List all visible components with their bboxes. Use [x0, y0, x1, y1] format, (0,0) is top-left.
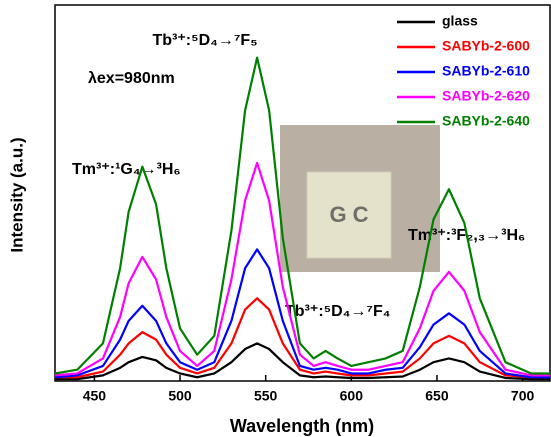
- legend-label: SABYb-2-620: [442, 88, 530, 104]
- x-tick-label: 500: [168, 388, 192, 404]
- annotation: Tm³⁺:¹G₄→³H₆: [72, 161, 181, 178]
- annotation: λex=980nm: [88, 70, 175, 87]
- legend-label: SABYb-2-640: [442, 113, 530, 129]
- line-series: [55, 343, 550, 379]
- y-axis-label: Intensity (a.u.): [7, 137, 26, 252]
- inset-label: G C: [329, 202, 368, 227]
- legend-label: glass: [442, 13, 478, 29]
- x-tick-label: 550: [254, 388, 278, 404]
- legend-label: SABYb-2-600: [442, 38, 530, 54]
- x-tick-label: 600: [340, 388, 364, 404]
- legend-label: SABYb-2-610: [442, 63, 530, 79]
- x-tick-label: 650: [425, 388, 449, 404]
- x-tick-label: 450: [83, 388, 107, 404]
- chart: G C Wavelength (nm) Intensity (a.u.) λex…: [0, 0, 551, 437]
- x-axis-label: Wavelength (nm): [230, 416, 374, 436]
- x-tick-label: 700: [511, 388, 535, 404]
- annotation: Tb³⁺:⁵D₄→⁷F₄: [285, 303, 390, 320]
- annotation: Tb³⁺:⁵D₄→⁷F₅: [152, 32, 257, 49]
